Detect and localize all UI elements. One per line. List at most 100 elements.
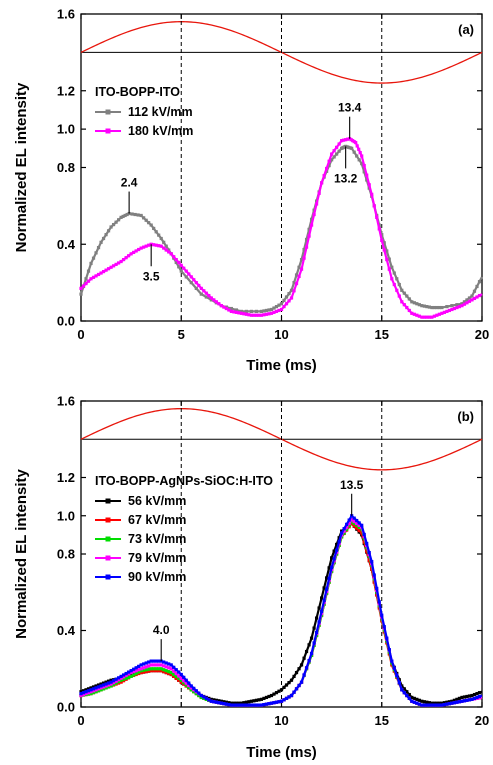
data-point xyxy=(199,695,203,700)
data-point xyxy=(455,305,459,310)
data-point xyxy=(101,685,106,689)
data-point xyxy=(400,288,404,292)
data-point xyxy=(467,296,472,300)
data-point xyxy=(455,303,459,307)
data-point xyxy=(284,302,289,306)
data-point xyxy=(114,262,118,266)
data-point xyxy=(272,692,276,696)
data-point xyxy=(312,212,316,217)
data-point xyxy=(106,683,111,687)
data-point xyxy=(101,269,106,274)
data-point xyxy=(149,223,153,227)
data-point xyxy=(184,683,188,687)
data-point xyxy=(154,663,158,667)
data-point xyxy=(450,701,454,705)
data-point xyxy=(355,523,359,527)
data-point xyxy=(390,265,394,269)
data-point xyxy=(119,259,123,264)
data-point xyxy=(177,676,181,680)
data-point xyxy=(405,305,409,310)
data-point xyxy=(84,688,88,692)
data-point xyxy=(194,286,198,290)
data-point xyxy=(111,222,116,227)
data-point xyxy=(344,138,348,142)
data-point xyxy=(282,298,286,302)
data-point xyxy=(445,305,449,309)
y-tick-label: 0.0 xyxy=(57,314,75,329)
data-point xyxy=(192,690,196,694)
data-point xyxy=(219,304,223,308)
data-point xyxy=(346,137,350,141)
data-point xyxy=(122,677,126,681)
data-point xyxy=(249,309,254,314)
data-point xyxy=(430,305,434,310)
data-point xyxy=(465,694,469,699)
data-point xyxy=(254,703,259,707)
series-112-kv-mm xyxy=(79,144,483,314)
data-point xyxy=(287,292,291,296)
data-point xyxy=(224,702,228,706)
data-point xyxy=(152,243,156,247)
data-point xyxy=(320,609,324,613)
data-point xyxy=(106,267,111,271)
data-point xyxy=(127,675,131,679)
data-point xyxy=(357,147,361,151)
data-point xyxy=(304,245,309,249)
data-point xyxy=(390,277,394,281)
data-point xyxy=(124,673,128,678)
x-tick-label: 20 xyxy=(475,713,489,728)
data-point xyxy=(154,243,158,247)
data-point xyxy=(247,313,251,317)
data-point xyxy=(229,703,233,707)
data-point xyxy=(337,149,341,153)
legend-entry: 79 kV/mm xyxy=(128,551,186,565)
data-point xyxy=(279,688,284,692)
data-point xyxy=(147,664,151,668)
legend-title: ITO-BOPP-AgNPs-SiOC:H-ITO xyxy=(95,474,273,488)
data-point xyxy=(129,672,133,677)
data-point xyxy=(274,305,279,309)
data-point xyxy=(277,303,281,307)
data-point xyxy=(184,681,188,685)
data-point xyxy=(177,674,181,678)
data-point xyxy=(477,280,482,284)
x-tick-label: 10 xyxy=(274,713,288,728)
data-point xyxy=(327,159,331,163)
data-point xyxy=(122,258,126,262)
data-point xyxy=(212,700,216,704)
data-point xyxy=(282,305,286,309)
legend-swatch-marker xyxy=(105,128,111,134)
data-point xyxy=(219,701,223,705)
data-point xyxy=(130,212,134,216)
data-point xyxy=(462,302,467,306)
data-point xyxy=(365,173,369,177)
data-point xyxy=(239,703,243,707)
data-point xyxy=(99,686,103,690)
data-point xyxy=(357,525,361,529)
data-point xyxy=(422,315,426,319)
data-point xyxy=(199,292,203,296)
data-point xyxy=(164,670,168,675)
data-point xyxy=(287,681,291,685)
data-point xyxy=(294,670,299,675)
annotation-label: 13.4 xyxy=(338,101,362,115)
data-point xyxy=(142,245,146,249)
data-point xyxy=(355,526,359,530)
data-point xyxy=(86,269,91,273)
data-point xyxy=(264,702,269,706)
data-point xyxy=(174,676,178,680)
data-point xyxy=(427,701,431,705)
data-point xyxy=(325,166,329,171)
x-axis-label: Time (ms) xyxy=(246,357,317,374)
data-point xyxy=(427,305,431,309)
x-tick-label: 15 xyxy=(375,713,389,728)
data-point xyxy=(139,213,143,218)
data-point xyxy=(142,662,146,666)
data-point xyxy=(292,289,296,293)
data-point xyxy=(142,216,146,220)
data-point xyxy=(116,676,121,680)
data-point xyxy=(189,688,193,692)
data-point xyxy=(462,699,467,703)
data-point xyxy=(244,700,249,704)
data-point xyxy=(167,662,171,666)
